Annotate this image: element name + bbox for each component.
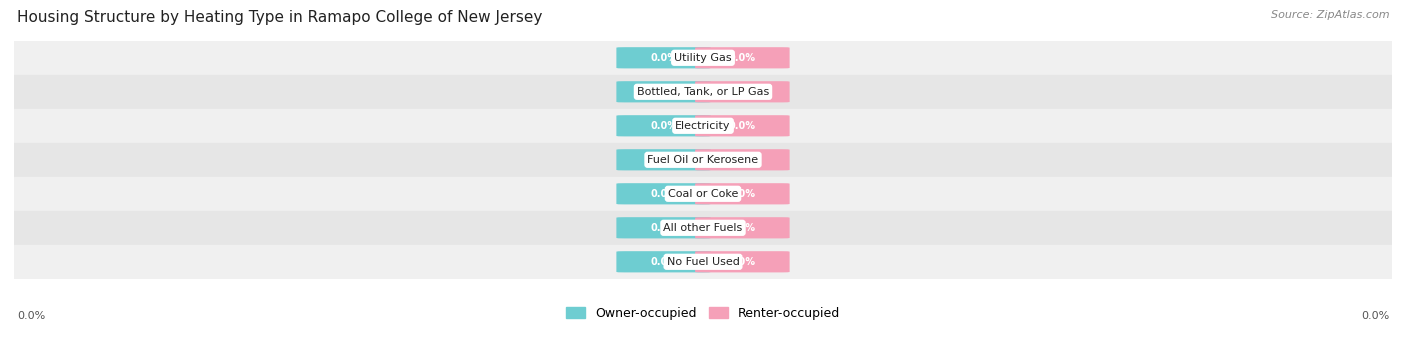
Text: Housing Structure by Heating Type in Ramapo College of New Jersey: Housing Structure by Heating Type in Ram… [17, 10, 543, 25]
Bar [14, 109, 1392, 143]
FancyBboxPatch shape [616, 251, 711, 272]
FancyBboxPatch shape [616, 47, 711, 68]
Text: Bottled, Tank, or LP Gas: Bottled, Tank, or LP Gas [637, 87, 769, 97]
Text: 0.0%: 0.0% [650, 189, 678, 199]
FancyBboxPatch shape [695, 115, 790, 136]
Bar [14, 41, 1392, 75]
FancyBboxPatch shape [695, 149, 790, 170]
Bar [14, 75, 1392, 109]
Text: 0.0%: 0.0% [1361, 311, 1389, 321]
Text: 0.0%: 0.0% [728, 257, 756, 267]
Text: 0.0%: 0.0% [728, 121, 756, 131]
Text: 0.0%: 0.0% [728, 223, 756, 233]
FancyBboxPatch shape [616, 81, 711, 102]
Text: Electricity: Electricity [675, 121, 731, 131]
Text: 0.0%: 0.0% [650, 53, 678, 63]
Bar [14, 177, 1392, 211]
Text: 0.0%: 0.0% [728, 155, 756, 165]
Text: All other Fuels: All other Fuels [664, 223, 742, 233]
Text: 0.0%: 0.0% [650, 121, 678, 131]
FancyBboxPatch shape [695, 81, 790, 102]
FancyBboxPatch shape [616, 183, 711, 204]
Text: 0.0%: 0.0% [650, 87, 678, 97]
Text: 0.0%: 0.0% [650, 223, 678, 233]
Text: 0.0%: 0.0% [17, 311, 45, 321]
Legend: Owner-occupied, Renter-occupied: Owner-occupied, Renter-occupied [561, 302, 845, 325]
Text: No Fuel Used: No Fuel Used [666, 257, 740, 267]
FancyBboxPatch shape [695, 47, 790, 68]
FancyBboxPatch shape [695, 217, 790, 238]
FancyBboxPatch shape [616, 217, 711, 238]
FancyBboxPatch shape [695, 183, 790, 204]
Text: Fuel Oil or Kerosene: Fuel Oil or Kerosene [647, 155, 759, 165]
FancyBboxPatch shape [616, 115, 711, 136]
FancyBboxPatch shape [695, 251, 790, 272]
Text: 0.0%: 0.0% [650, 155, 678, 165]
Bar [14, 143, 1392, 177]
Text: 0.0%: 0.0% [650, 257, 678, 267]
Text: Source: ZipAtlas.com: Source: ZipAtlas.com [1271, 10, 1389, 20]
Text: Utility Gas: Utility Gas [675, 53, 731, 63]
FancyBboxPatch shape [616, 149, 711, 170]
Text: 0.0%: 0.0% [728, 189, 756, 199]
Text: Coal or Coke: Coal or Coke [668, 189, 738, 199]
Bar [14, 245, 1392, 279]
Text: 0.0%: 0.0% [728, 53, 756, 63]
Text: 0.0%: 0.0% [728, 87, 756, 97]
Bar [14, 211, 1392, 245]
